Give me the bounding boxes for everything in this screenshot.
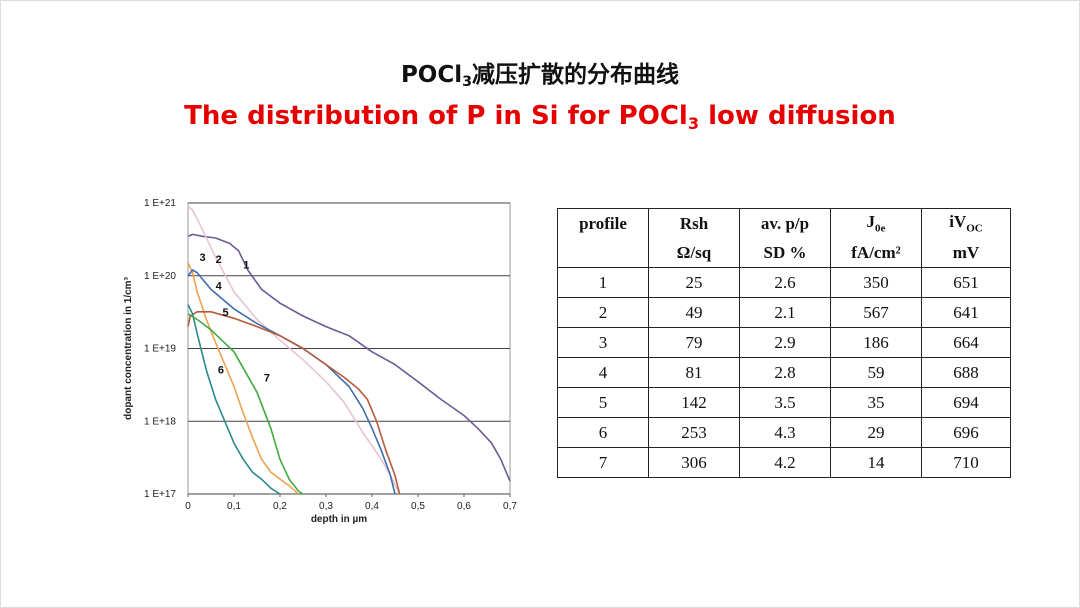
y-axis-label: dopant concentration in 1/cm³ (123, 276, 134, 419)
x-tick-label: 0,5 (411, 501, 425, 512)
header-ivoc: iVOC (921, 208, 1011, 238)
cell-j0e: 59 (830, 357, 922, 388)
dopant-profile-chart: 1 E+17 1 E+18 1 E+19 1 E+20 1 E+21 0 0,1 0,2 0,3… (123, 198, 517, 525)
title-en-post: low diffusion (699, 101, 896, 131)
cell-j0e: 186 (830, 327, 922, 358)
unit-profile (557, 238, 649, 268)
cell-profile: 2 (557, 297, 649, 328)
series-line-4 (187, 269, 396, 495)
unit-ivoc: mV (921, 238, 1011, 268)
cell-rsh: 81 (648, 357, 740, 388)
cell-av-pp: 3.5 (739, 387, 831, 418)
cell-ivoc: 651 (921, 267, 1011, 298)
table-body: 1 25 2.6 350 651 2 49 2.1 567 641 3 79 2.9 186 664 4 81 2… (557, 267, 1011, 478)
cell-av-pp: 2.6 (739, 267, 831, 298)
cell-rsh: 25 (648, 267, 740, 298)
cell-rsh: 306 (648, 447, 740, 478)
series-label-1: 1 (243, 260, 249, 272)
series-label-7: 7 (264, 373, 270, 385)
y-tick-label: 1 E+18 (144, 416, 176, 427)
cell-ivoc: 696 (921, 417, 1011, 448)
x-tick-label: 0,4 (365, 501, 379, 512)
cell-profile: 4 (557, 357, 649, 388)
title-cn-main: POCl (400, 62, 463, 88)
series-line-7 (187, 313, 304, 495)
y-tick-label: 1 E+21 (144, 198, 176, 209)
y-tick-label: 1 E+19 (144, 344, 176, 355)
cell-rsh: 49 (648, 297, 740, 328)
cell-profile: 6 (557, 417, 649, 448)
x-tick-label: 0,7 (503, 501, 517, 512)
table-row: 2 49 2.1 567 641 (557, 297, 1011, 328)
cell-ivoc: 641 (921, 297, 1011, 328)
cell-j0e: 29 (830, 417, 922, 448)
cell-j0e: 35 (830, 387, 922, 418)
header-av-pp: av. p/p (739, 208, 831, 238)
unit-j0e: fA/cm² (830, 238, 922, 268)
x-tick-label: 0,6 (457, 501, 471, 512)
cell-av-pp: 4.3 (739, 417, 831, 448)
header-j0e-sub: 0e (875, 222, 886, 235)
series-label-4: 4 (216, 280, 223, 292)
header-profile: profile (557, 208, 649, 238)
unit-rsh: Ω/sq (648, 238, 740, 268)
y-tick-label: 1 E+17 (144, 489, 176, 500)
title-en-subscript: 3 (687, 113, 700, 133)
series-line-1 (187, 233, 511, 482)
title-english: The distribution of P in Si for POCl3 lo… (0, 101, 1080, 133)
x-tick-label: 0,3 (319, 501, 333, 512)
cell-rsh: 142 (648, 387, 740, 418)
cell-ivoc: 664 (921, 327, 1011, 358)
series-label-3: 3 (200, 252, 206, 264)
cell-profile: 5 (557, 387, 649, 418)
series-label-2: 2 (216, 254, 222, 266)
cell-j0e: 350 (830, 267, 922, 298)
series-line-6 (187, 304, 281, 495)
cell-ivoc: 688 (921, 357, 1011, 388)
table-row: 3 79 2.9 186 664 (557, 327, 1011, 358)
series-label-6: 6 (218, 365, 224, 377)
table-row: 1 25 2.6 350 651 (557, 267, 1011, 298)
x-tick-label: 0,2 (273, 501, 287, 512)
table-row: 7 306 4.2 14 710 (557, 447, 1011, 478)
cell-av-pp: 2.1 (739, 297, 831, 328)
title-en-pre: The distribution of P in Si for POCl (184, 101, 688, 131)
title-cn-rest: 减压扩散的分布曲线 (472, 62, 680, 88)
header-rsh: Rsh (648, 208, 740, 238)
profile-table: profile Rsh av. p/p J0e iVOC Ω/sq SD % f… (557, 208, 1011, 478)
header-j0e: J0e (830, 208, 922, 238)
cell-j0e: 14 (830, 447, 922, 478)
header-ivoc-sub: OC (966, 222, 983, 235)
table-unit-row: Ω/sq SD % fA/cm² mV (557, 238, 1011, 268)
title-chinese: POCl3减压扩散的分布曲线 (0, 55, 1080, 90)
unit-av-pp: SD % (739, 238, 831, 268)
series-line-2 (187, 205, 401, 495)
cell-rsh: 79 (648, 327, 740, 358)
cell-j0e: 567 (830, 297, 922, 328)
series-label-5: 5 (223, 307, 229, 319)
cell-profile: 1 (557, 267, 649, 298)
y-tick-label: 1 E+20 (144, 271, 176, 282)
cell-profile: 7 (557, 447, 649, 478)
cell-av-pp: 4.2 (739, 447, 831, 478)
cell-ivoc: 694 (921, 387, 1011, 418)
cell-av-pp: 2.8 (739, 357, 831, 388)
table-row: 6 253 4.3 29 696 (557, 417, 1011, 448)
cell-profile: 3 (557, 327, 649, 358)
series-line-5 (187, 311, 401, 495)
x-tick-label: 0 (185, 501, 191, 512)
cell-av-pp: 2.9 (739, 327, 831, 358)
x-tick-label: 0,1 (227, 501, 241, 512)
series-line-3 (187, 262, 299, 495)
title-cn-subscript: 3 (462, 73, 473, 90)
cell-ivoc: 710 (921, 447, 1011, 478)
x-axis-label: depth in µm (311, 514, 367, 525)
table-row: 5 142 3.5 35 694 (557, 387, 1011, 418)
table-header-row: profile Rsh av. p/p J0e iVOC (557, 208, 1011, 238)
table-row: 4 81 2.8 59 688 (557, 357, 1011, 388)
cell-rsh: 253 (648, 417, 740, 448)
